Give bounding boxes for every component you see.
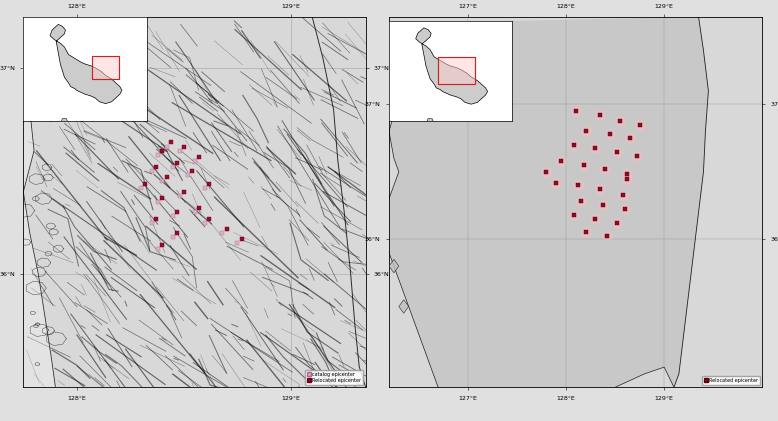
Legend: catalog epicenter, Relocated epicenter: catalog epicenter, Relocated epicenter [305, 370, 363, 385]
Polygon shape [379, 212, 389, 226]
Polygon shape [389, 259, 399, 273]
Polygon shape [374, 172, 384, 185]
Polygon shape [384, 17, 709, 414]
Polygon shape [399, 300, 408, 313]
Polygon shape [23, 17, 55, 387]
Legend: Relocated epicenter: Relocated epicenter [702, 376, 760, 385]
